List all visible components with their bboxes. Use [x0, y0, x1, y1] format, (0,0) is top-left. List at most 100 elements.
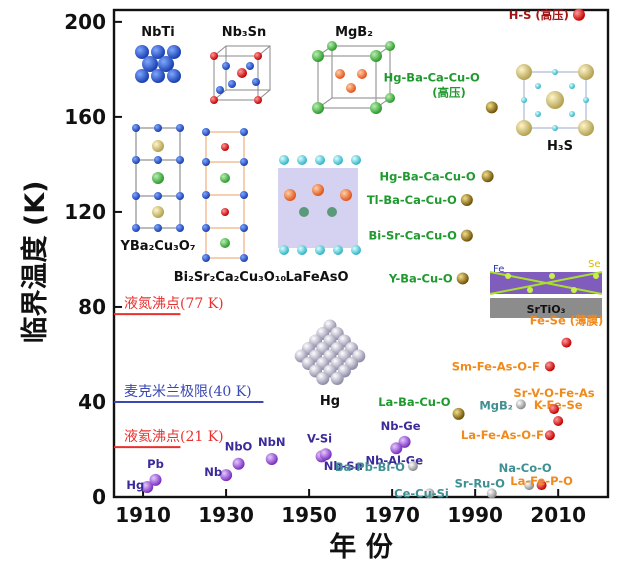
data-point: [572, 8, 585, 21]
ybco-atom: [132, 124, 140, 132]
data-point: [544, 361, 555, 372]
h3s-atom: [535, 111, 541, 117]
bscco-atom: [220, 238, 230, 248]
point-label: Nb-Sn: [324, 459, 363, 473]
fese-atom: [527, 287, 533, 293]
h3s-atom: [552, 69, 558, 75]
h3s-atom: [535, 83, 541, 89]
data-point: [141, 481, 154, 494]
data-point: [486, 488, 497, 499]
structure-label-mgb2: MgB₂: [335, 25, 373, 40]
nb3sn-atom: [252, 78, 260, 86]
lafeaso-atom: [327, 207, 337, 217]
data-point: [460, 194, 473, 207]
structure-label-fe: Fe: [493, 264, 504, 275]
bscco-atom: [240, 128, 248, 136]
bscco-atom: [240, 224, 248, 232]
x-tick-label: 1990: [447, 503, 503, 527]
x-axis-title: 年 份: [329, 531, 392, 563]
y-tick-label: 120: [64, 200, 106, 224]
lafeaso-atom: [340, 189, 352, 201]
plot-frame: [112, 8, 610, 499]
bscco-atom: [240, 191, 248, 199]
point-label: Sm-Fe-As-O-F: [452, 359, 540, 373]
data-point: [232, 457, 245, 470]
lafeaso-atom: [351, 245, 361, 255]
structure-label-hg: Hg: [320, 394, 340, 409]
structure-nb3sn-illustration: [210, 45, 271, 104]
ybco-atom: [154, 224, 162, 232]
ybco-atom: [176, 124, 184, 132]
hg-atom: [316, 372, 330, 385]
ybco-atom: [132, 192, 140, 200]
lafeaso-atom: [333, 245, 343, 255]
point-label: MgB₂: [479, 398, 512, 412]
data-point: [549, 404, 560, 415]
structure-label-lafeaso: LaFeAsO: [285, 270, 348, 285]
point-label: Nb: [204, 465, 222, 479]
nb3sn-atom: [237, 68, 247, 78]
lafeaso-atom: [315, 245, 325, 255]
nbti-atom: [151, 69, 165, 83]
point-label-line: (高压): [432, 85, 466, 99]
bscco-atom: [220, 173, 230, 183]
bscco-atom: [240, 158, 248, 166]
point-label: Nb-Ge: [381, 419, 421, 433]
ybco-atom: [154, 124, 162, 132]
mgb2-atom: [327, 41, 337, 51]
h3s-atom: [569, 111, 575, 117]
mgb2-atom: [370, 102, 382, 114]
lafeaso-atom: [333, 155, 343, 165]
structure-bscco-illustration: [202, 128, 248, 262]
data-point: [485, 101, 498, 114]
x-tick-label: 1930: [198, 503, 254, 527]
structure-h3s-illustration: [516, 64, 594, 136]
lafeaso-atom: [312, 184, 324, 196]
ticks-layer: 0 40 80 120 160 200 1910 1930 1950 1970 1990 2010: [64, 10, 586, 527]
h3s-atom: [516, 120, 532, 136]
fese-atom: [571, 287, 577, 293]
y-tick-label: 160: [64, 105, 106, 129]
mgb2-cell-back: [331, 45, 391, 99]
point-label: K-Fe-Se: [534, 398, 583, 412]
bscco-atom: [240, 254, 248, 262]
point-label: NbO: [225, 440, 253, 454]
data-point: [456, 272, 469, 285]
h3s-atom: [546, 91, 564, 109]
ybco-atom: [132, 224, 140, 232]
ybco-atom: [152, 140, 164, 152]
structure-lafeaso-illustration: [278, 155, 361, 255]
data-point: [460, 229, 473, 242]
mgb2-atom: [335, 69, 345, 79]
y-axis-title: 临界温度 (K): [19, 180, 51, 343]
lafeaso-atom: [299, 207, 309, 217]
lafeaso-atom: [315, 155, 325, 165]
lafeaso-layer-bg: [278, 168, 358, 248]
lafeaso-atom: [279, 245, 289, 255]
point-label: Hg: [126, 478, 144, 492]
mgb2-atom: [385, 93, 395, 103]
structure-label-bscco: Bi₂Sr₂Ca₂Cu₃O₁₀: [174, 270, 287, 285]
ybco-atom: [176, 192, 184, 200]
data-point: [561, 337, 572, 348]
ybco-atom: [152, 206, 164, 218]
bscco-atom: [202, 191, 210, 199]
ybco-atom: [154, 156, 162, 164]
ybco-atom: [176, 224, 184, 232]
data-point: [544, 430, 555, 441]
lafeaso-atom: [284, 189, 296, 201]
structure-nbti-illustration: [135, 45, 181, 83]
nbti-atom: [135, 45, 149, 59]
bscco-atom: [221, 208, 229, 216]
data-point: [452, 407, 465, 420]
data-point: [398, 435, 411, 448]
lafeaso-atom: [297, 245, 307, 255]
structure-label-ybco: YBa₂Cu₃O₇: [119, 239, 195, 254]
x-tick-label: 1910: [115, 503, 171, 527]
reference-line-label: 麦克米兰极限(40 K): [124, 384, 252, 400]
h3s-atom: [578, 120, 594, 136]
reference-lines: 液氮沸点(77 K) 麦克米兰极限(40 K) 液氦沸点(21 K): [114, 296, 264, 449]
lafeaso-atom: [297, 155, 307, 165]
srtio3-substrate: [490, 298, 602, 318]
point-label: La-Fe-As-O-F: [461, 428, 544, 442]
